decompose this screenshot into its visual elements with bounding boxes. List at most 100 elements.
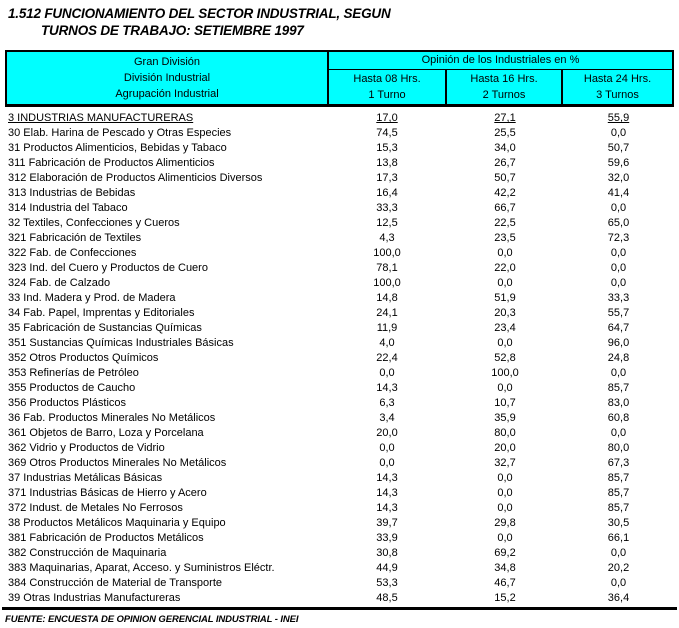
row-label: 384 Construcción de Material de Transpor… — [8, 577, 223, 589]
row-value-1-turno: 14,3 — [376, 487, 398, 499]
row-label: 3 INDUSTRIAS MANUFACTURERAS — [8, 112, 194, 124]
row-value-1-turno: 100,0 — [373, 247, 401, 259]
row-value-3-turnos: 50,7 — [607, 142, 630, 154]
table-body: 3 INDUSTRIAS MANUFACTURERAS 17,0 27,1 55… — [5, 111, 674, 606]
header-col-3-turnos: Hasta 24 Hrs. 3 Turnos — [563, 70, 672, 104]
row-value-1-turno: 0,0 — [379, 367, 395, 379]
row-value-2-turnos: 35,9 — [494, 412, 516, 424]
row-label: 321 Fabricación de Textiles — [8, 232, 142, 244]
row-label: 371 Industrias Básicas de Hierro y Acero — [8, 487, 207, 499]
row-value-1-turno: 30,8 — [376, 547, 398, 559]
row-value-2-turnos: 22,0 — [494, 262, 516, 274]
row-label: 31 Productos Alimenticios, Bebidas y Tab… — [8, 142, 227, 154]
row-value-2-turnos: 42,2 — [494, 187, 516, 199]
row-value-1-turno: 16,4 — [376, 187, 398, 199]
table-row: 312 Elaboración de Productos Alimenticio… — [5, 171, 674, 186]
row-value-1-turno: 100,0 — [373, 277, 401, 289]
header-col-2-hours: Hasta 16 Hrs. — [470, 73, 538, 85]
row-value-1-turno: 39,7 — [376, 517, 398, 529]
header-gran-division-label: Gran División — [133, 55, 201, 68]
row-label: 313 Industrias de Bebidas — [8, 187, 136, 199]
row-label: 382 Construcción de Maquinaria — [8, 547, 167, 559]
table-row: 371 Industrias Básicas de Hierro y Acero… — [5, 486, 674, 501]
row-label: 353 Refinerías de Petróleo — [8, 367, 139, 379]
row-value-2-turnos: 46,7 — [494, 577, 516, 589]
row-value-2-turnos: 32,7 — [494, 457, 516, 469]
header-col-3-hours: Hasta 24 Hrs. — [583, 73, 652, 85]
source-note: FUENTE: ENCUESTA DE OPINION GERENCIAL IN… — [5, 614, 299, 625]
header-col-2-turnos: Hasta 16 Hrs. 2 Turnos — [447, 70, 563, 104]
header-col-2-shifts: 2 Turnos — [482, 89, 526, 101]
row-value-2-turnos: 52,8 — [494, 352, 516, 364]
row-value-1-turno: 17,0 — [376, 112, 398, 124]
row-value-2-turnos: 22,5 — [494, 217, 516, 229]
table-row: 34 Fab. Papel, Imprentas y Editoriales 2… — [5, 306, 674, 321]
row-label: 30 Elab. Harina de Pescado y Otras Espec… — [8, 127, 232, 139]
row-value-1-turno: 24,1 — [376, 307, 398, 319]
row-value-3-turnos: 33,3 — [607, 292, 630, 304]
table-row: 352 Otros Productos Químicos 22,4 52,8 2… — [5, 351, 674, 366]
row-value-3-turnos: 80,0 — [607, 442, 630, 454]
row-value-1-turno: 4,0 — [379, 337, 395, 349]
table-row: 37 Industrias Metálicas Básicas 14,3 0,0… — [5, 471, 674, 486]
row-value-1-turno: 11,9 — [376, 322, 398, 334]
row-value-3-turnos: 0,0 — [610, 367, 627, 379]
table-row: 384 Construcción de Material de Transpor… — [5, 576, 674, 591]
report-title-line2: TURNOS DE TRABAJO: SETIEMBRE 1997 — [41, 23, 304, 38]
row-label: 323 Ind. del Cuero y Productos de Cuero — [8, 262, 208, 274]
row-value-3-turnos: 85,7 — [607, 472, 630, 484]
table-row: 314 Industria del Tabaco 33,3 66,7 0,0 — [5, 201, 674, 216]
row-value-3-turnos: 20,2 — [607, 562, 630, 574]
row-value-1-turno: 4,3 — [379, 232, 395, 244]
row-value-3-turnos: 55,7 — [607, 307, 630, 319]
row-value-2-turnos: 26,7 — [494, 157, 516, 169]
row-label: 352 Otros Productos Químicos — [8, 352, 159, 364]
row-value-2-turnos: 29,8 — [494, 517, 516, 529]
row-value-1-turno: 3,4 — [379, 412, 395, 424]
row-value-3-turnos: 30,5 — [607, 517, 630, 529]
table-header: Gran División División Industrial Agrupa… — [5, 50, 674, 107]
row-value-3-turnos: 0,0 — [610, 427, 627, 439]
table-row: 323 Ind. del Cuero y Productos de Cuero … — [5, 261, 674, 276]
row-value-1-turno: 14,8 — [376, 292, 398, 304]
row-label: 35 Fabricación de Sustancias Químicas — [8, 322, 202, 334]
row-value-1-turno: 14,3 — [376, 382, 398, 394]
row-label: 39 Otras Industrias Manufactureras — [8, 592, 181, 604]
row-value-2-turnos: 66,7 — [494, 202, 516, 214]
row-value-2-turnos: 34,8 — [494, 562, 516, 574]
row-label: 369 Otros Productos Minerales No Metálic… — [8, 457, 227, 469]
row-value-2-turnos: 0,0 — [497, 472, 513, 484]
row-value-1-turno: 0,0 — [379, 442, 395, 454]
table-row: 362 Vidrio y Productos de Vidrio 0,0 20,… — [5, 441, 674, 456]
row-value-3-turnos: 66,1 — [607, 532, 630, 544]
row-label: 32 Textiles, Confecciones y Cueros — [8, 217, 180, 229]
table-row: 33 Ind. Madera y Prod. de Madera 14,8 51… — [5, 291, 674, 306]
row-label: 38 Productos Metálicos Maquinaria y Equi… — [8, 517, 226, 529]
row-label: 356 Productos Plásticos — [8, 397, 127, 409]
row-value-2-turnos: 50,7 — [494, 172, 516, 184]
row-value-3-turnos: 32,0 — [607, 172, 630, 184]
row-value-3-turnos: 0,0 — [610, 262, 627, 274]
table-row: 30 Elab. Harina de Pescado y Otras Espec… — [5, 126, 674, 141]
row-label: 355 Productos de Caucho — [8, 382, 136, 394]
row-value-3-turnos: 0,0 — [610, 247, 627, 259]
row-value-1-turno: 14,3 — [376, 502, 398, 514]
header-col-1-turno: Hasta 08 Hrs. 1 Turno — [329, 70, 447, 104]
row-value-2-turnos: 20,0 — [494, 442, 516, 454]
row-value-3-turnos: 85,7 — [607, 382, 630, 394]
row-value-2-turnos: 0,0 — [497, 532, 513, 544]
row-label: 361 Objetos de Barro, Loza y Porcelana — [8, 427, 204, 439]
table-row: 321 Fabricación de Textiles 4,3 23,5 72,… — [5, 231, 674, 246]
row-value-1-turno: 33,3 — [376, 202, 398, 214]
row-label: 372 Indust. de Metales No Ferrosos — [8, 502, 183, 514]
row-value-1-turno: 33,9 — [376, 532, 398, 544]
header-agrupacion-industrial-label: Agrupación Industrial — [115, 87, 219, 100]
row-label: 362 Vidrio y Productos de Vidrio — [8, 442, 165, 454]
row-value-3-turnos: 41,4 — [607, 187, 630, 199]
table-row: 369 Otros Productos Minerales No Metálic… — [5, 456, 674, 471]
row-value-2-turnos: 0,0 — [497, 382, 513, 394]
table-row: 356 Productos Plásticos 6,3 10,7 83,0 — [5, 396, 674, 411]
row-label: 324 Fab. de Calzado — [8, 277, 111, 289]
row-value-3-turnos: 85,7 — [607, 502, 630, 514]
